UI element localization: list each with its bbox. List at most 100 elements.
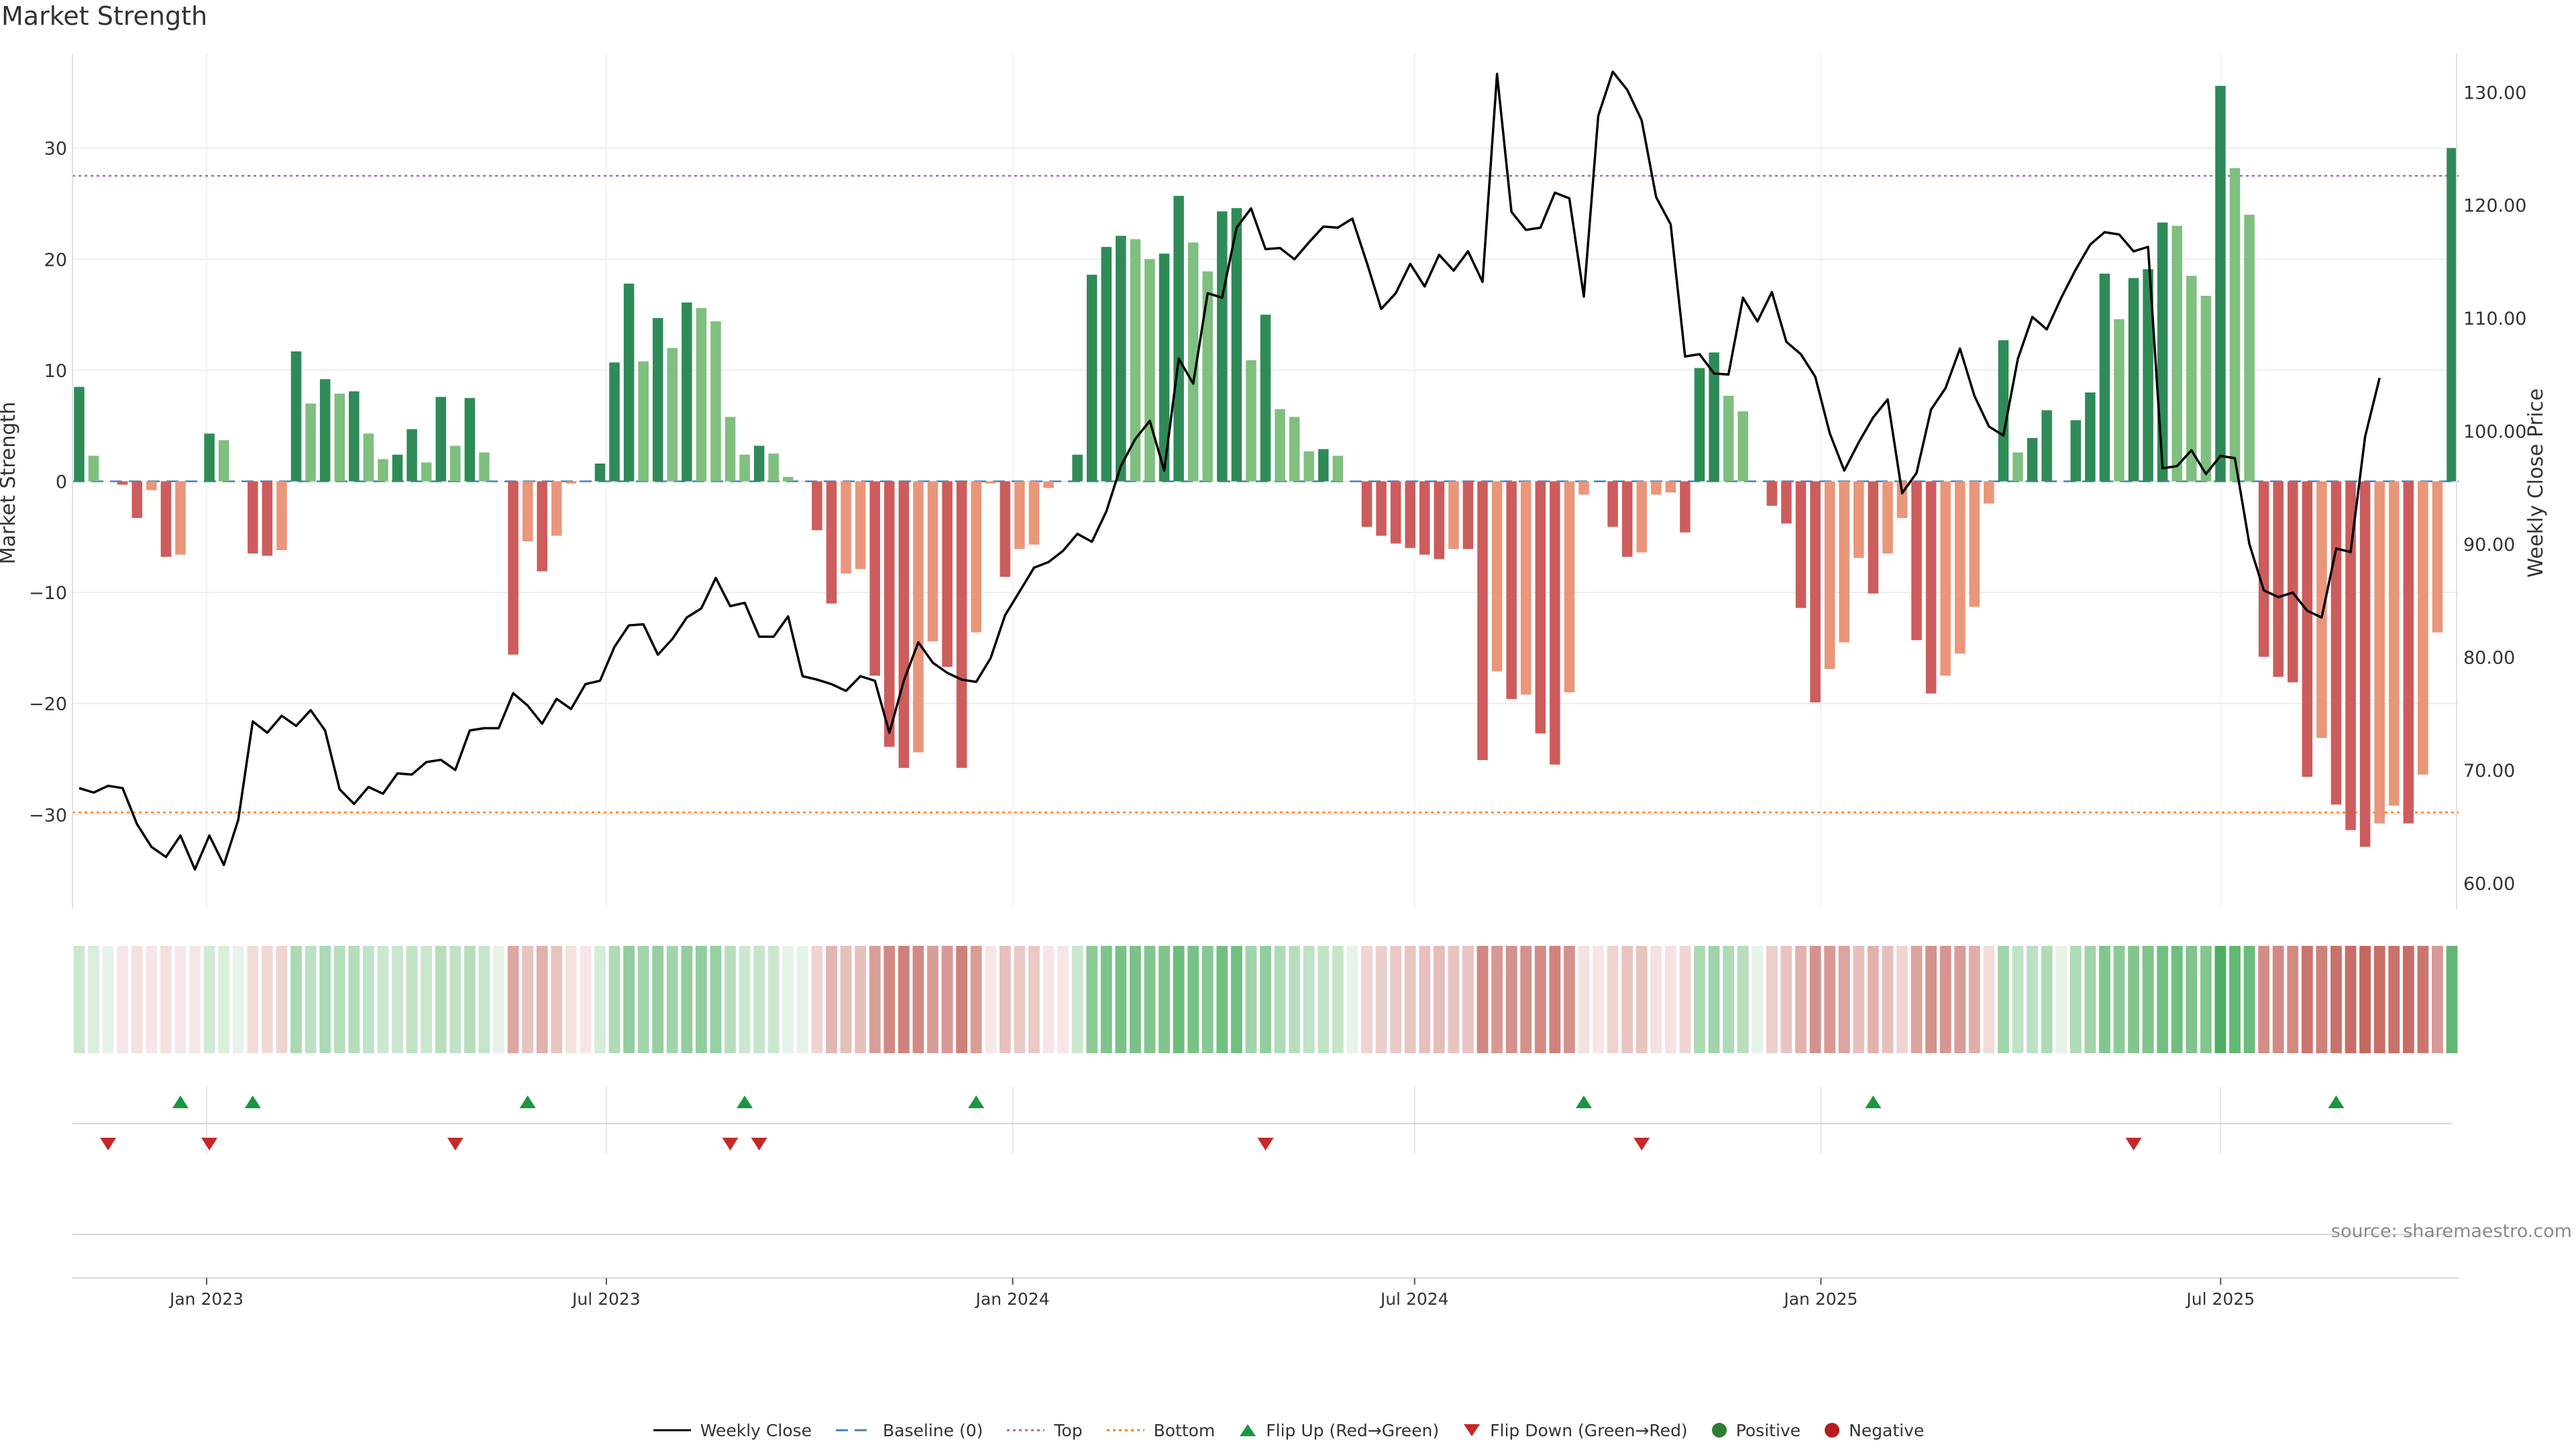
heat-cell — [261, 946, 273, 1053]
heat-strip — [73, 946, 2458, 1053]
heat-cell — [2098, 946, 2110, 1053]
strength-bar — [1332, 455, 1344, 482]
green-dot-icon — [1711, 1423, 1727, 1438]
heat-cell — [1549, 946, 1561, 1053]
axes: 30 20 10 0 −10 −20 −30 130.00 120.00 110.00 100.00… — [29, 54, 2526, 1309]
strength-bar — [1925, 481, 1937, 694]
heat-cell — [203, 946, 215, 1053]
strength-bar — [1839, 481, 1849, 643]
strength-bar — [1651, 481, 1662, 495]
strength-bar — [1709, 352, 1719, 482]
strength-bar — [551, 481, 562, 536]
strength-bar — [117, 481, 128, 485]
heat-cell — [1477, 946, 1489, 1053]
strength-bar — [971, 481, 981, 633]
heat-cell — [1838, 946, 1850, 1053]
strength-bar — [1303, 451, 1314, 482]
triangle-down-icon — [1464, 1424, 1481, 1436]
strength-bar — [1202, 271, 1213, 482]
heat-cell — [2214, 946, 2226, 1053]
strength-bar — [1998, 340, 2009, 482]
strength-bar — [1419, 481, 1430, 555]
strength-bar — [146, 481, 157, 490]
flip-up-marker — [244, 1095, 261, 1108]
legend-item-top: Top — [1006, 1421, 1083, 1440]
strength-bar — [131, 481, 143, 519]
heat-cell — [2287, 946, 2299, 1053]
heat-cell — [1694, 946, 1705, 1053]
strength-bar — [479, 452, 490, 482]
heat-cell — [276, 946, 288, 1053]
strength-bar — [1260, 315, 1271, 482]
heat-cell — [1144, 946, 1156, 1053]
strength-bar — [2229, 168, 2241, 482]
flip-down-marker — [751, 1138, 767, 1150]
heat-cell — [1057, 946, 1069, 1053]
legend-item-flip-down: Flip Down (Green→Red) — [1462, 1421, 1688, 1440]
flip-up-marker — [172, 1095, 189, 1108]
heat-cell — [1419, 946, 1431, 1053]
strength-bar — [1173, 195, 1184, 482]
strength-bar — [1564, 481, 1575, 693]
flip-down-marker — [2125, 1138, 2142, 1150]
strength-bar — [1275, 409, 1285, 482]
y-tick-label: −30 — [29, 805, 67, 826]
x-tick-label: Jul 2024 — [1379, 1289, 1449, 1309]
strength-bar — [449, 445, 461, 482]
heat-cell — [2446, 946, 2458, 1053]
heat-cell — [767, 946, 780, 1053]
strength-bar — [1824, 481, 1835, 669]
heat-cell — [377, 946, 389, 1053]
strength-bar — [2447, 148, 2457, 482]
heat-cell — [898, 946, 910, 1053]
flip-down-marker — [722, 1138, 739, 1150]
legend: Weekly Close Baseline (0) Top Bottom Fli… — [0, 1417, 2576, 1444]
source-note: source: sharemaestro.com — [2330, 1221, 2572, 1242]
heat-cell — [1723, 946, 1735, 1053]
heat-cell — [1679, 946, 1691, 1053]
heat-cell — [464, 946, 476, 1053]
heat-cell — [1867, 946, 1879, 1053]
strength-bar — [1116, 235, 1126, 482]
legend-label: Positive — [1735, 1420, 1801, 1440]
strength-bar — [262, 481, 273, 556]
strength-bar — [290, 351, 302, 482]
strength-bar — [753, 445, 765, 482]
strength-bar — [1448, 481, 1459, 549]
strength-bar — [2143, 269, 2153, 482]
heat-cell — [580, 946, 592, 1053]
strength-bar — [841, 481, 851, 574]
legend-dashed-line-icon — [836, 1429, 874, 1432]
strength-bar — [2215, 86, 2226, 482]
strength-bar — [204, 433, 215, 482]
strength-bar — [334, 393, 345, 482]
strength-bar — [2273, 481, 2284, 677]
heat-cell — [189, 946, 201, 1053]
heat-cell — [2272, 946, 2284, 1053]
strength-bar — [1506, 481, 1517, 700]
strength-bar — [1607, 481, 1618, 527]
strength-bar — [623, 283, 635, 482]
strength-bar — [74, 386, 85, 482]
strength-bar — [1376, 481, 1387, 536]
legend-label: Baseline (0) — [883, 1420, 983, 1440]
strength-bar — [855, 481, 866, 570]
heat-cell — [956, 946, 968, 1053]
heat-cell — [1968, 946, 1980, 1053]
heat-cell — [1635, 946, 1648, 1053]
heat-cell — [2041, 946, 2053, 1053]
heat-cell — [2200, 946, 2212, 1053]
strength-bar — [2345, 481, 2356, 830]
heat-cell — [1289, 946, 1301, 1053]
strength-bar — [1043, 481, 1054, 488]
heat-cell — [1159, 946, 1170, 1053]
heat-cell — [681, 946, 693, 1053]
y2-tick-label: 110.00 — [2463, 309, 2526, 329]
strength-bar — [1954, 481, 1966, 654]
strength-bar — [1795, 481, 1807, 608]
x-tick-label: Jan 2025 — [1782, 1289, 1858, 1309]
strength-bar — [638, 361, 649, 482]
strength-bar — [927, 481, 938, 641]
strength-bar — [2012, 452, 2023, 482]
chart-title: Market Strength — [1, 1, 208, 31]
